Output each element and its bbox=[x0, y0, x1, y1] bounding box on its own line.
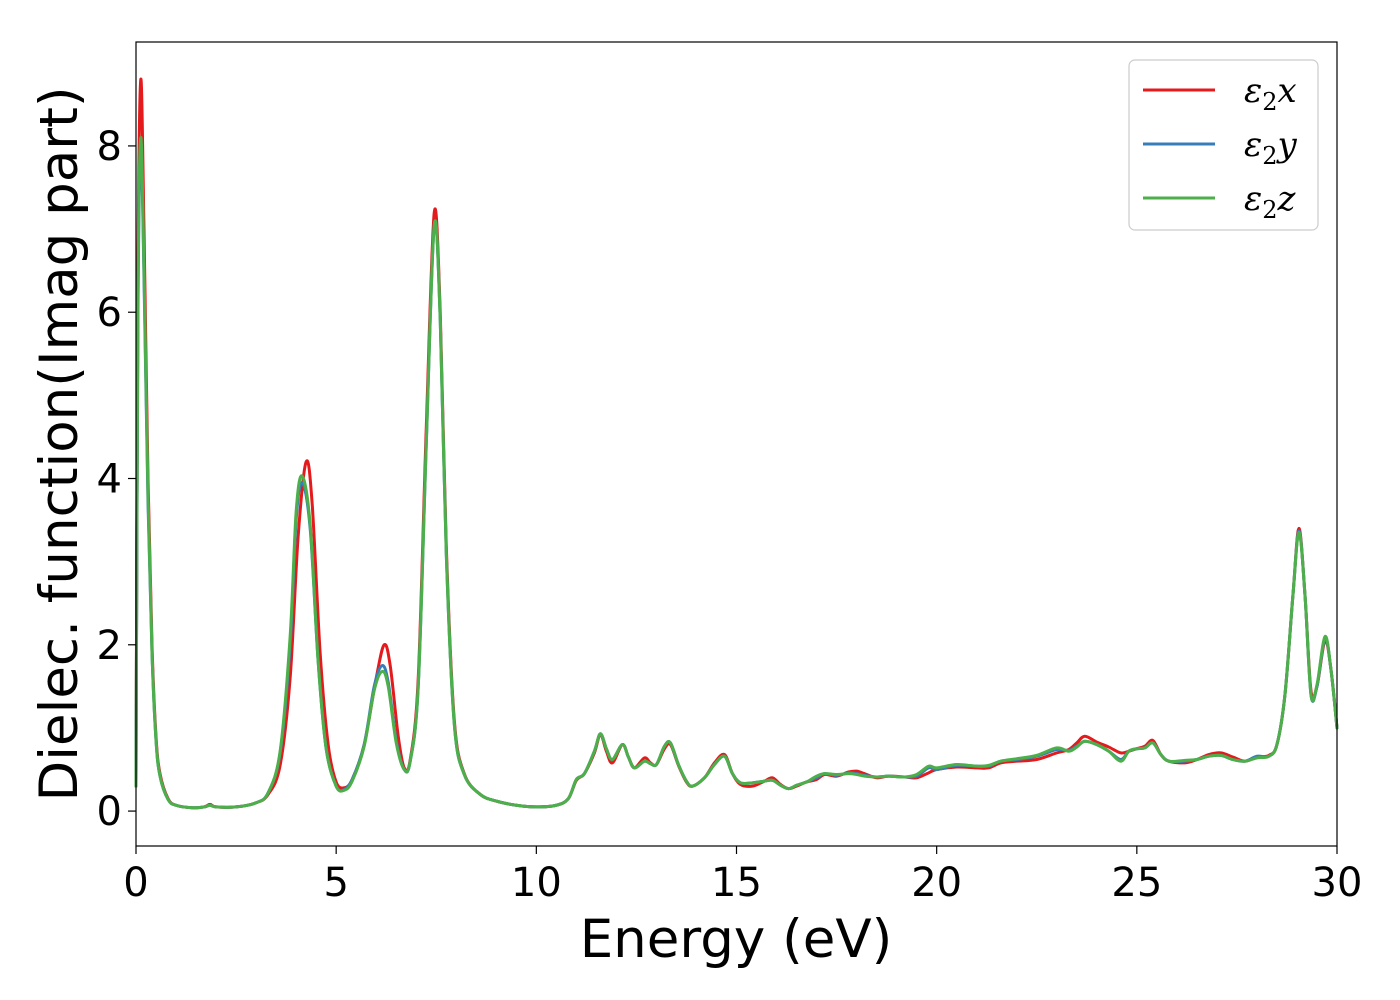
legend-label-base: ε bbox=[1244, 179, 1262, 219]
legend-label-subscript: 2 bbox=[1262, 142, 1277, 170]
legend-box bbox=[1128, 59, 1319, 231]
x-tick-label: 10 bbox=[511, 860, 562, 906]
legend-label-z: ε2z bbox=[1244, 179, 1297, 224]
legend-label-suffix: x bbox=[1278, 71, 1297, 111]
y-axis-label: Dielec. function(Imag part) bbox=[29, 86, 90, 801]
x-tick-label: 30 bbox=[1312, 860, 1363, 906]
y-tick-label: 4 bbox=[97, 457, 122, 503]
x-tick-label: 15 bbox=[711, 860, 762, 906]
x-tick-label: 25 bbox=[1111, 860, 1162, 906]
x-tick-label: 20 bbox=[911, 860, 962, 906]
y-tick-label: 0 bbox=[97, 789, 122, 835]
legend-label-base: ε bbox=[1244, 125, 1262, 165]
legend-label-x: ε2x bbox=[1244, 71, 1297, 116]
legend-label-suffix: y bbox=[1276, 125, 1298, 165]
legend-label-subscript: 2 bbox=[1262, 88, 1277, 116]
y-tick-label: 8 bbox=[97, 124, 122, 170]
legend-label-suffix: z bbox=[1277, 179, 1297, 219]
legend-label-subscript: 2 bbox=[1262, 196, 1277, 224]
series-line-z bbox=[134, 136, 1339, 810]
legend-label-base: ε bbox=[1244, 71, 1262, 111]
x-tick-label: 0 bbox=[123, 860, 148, 906]
x-tick-label: 5 bbox=[323, 860, 348, 906]
y-tick-label: 6 bbox=[97, 290, 122, 336]
series-layer bbox=[134, 77, 1339, 810]
y-tick-label: 2 bbox=[97, 623, 122, 669]
x-axis-ticks: 0 5 10 15 20 25 30 bbox=[123, 846, 1362, 906]
y-axis-ticks: 0 2 4 6 8 bbox=[97, 124, 136, 835]
x-axis-label: Energy (eV) bbox=[580, 909, 893, 970]
legend-label-y: ε2y bbox=[1244, 125, 1298, 170]
